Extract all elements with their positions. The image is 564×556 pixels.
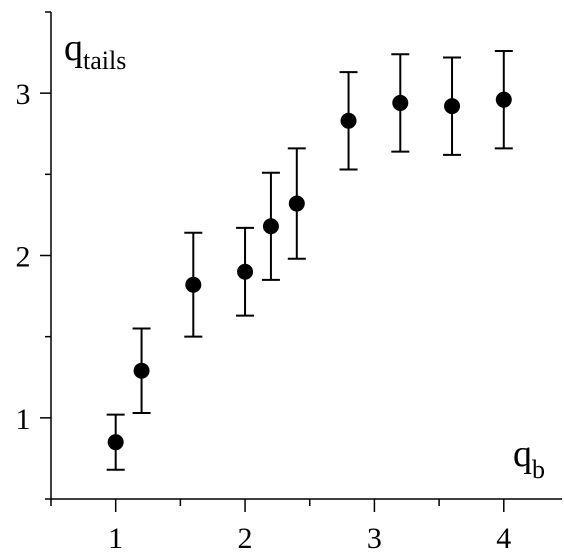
data-point <box>392 94 409 111</box>
x-tick-label: 3 <box>367 522 382 555</box>
data-point <box>444 98 461 115</box>
data-point <box>495 91 512 108</box>
data-point <box>262 218 279 235</box>
x-axis-label: qb <box>513 433 545 484</box>
data-point <box>133 362 150 379</box>
y-tick-label: 1 <box>16 403 31 436</box>
x-axis-label-sub: b <box>532 455 545 484</box>
y-axis-label-main: q <box>64 27 83 69</box>
y-tick-label: 2 <box>16 241 31 274</box>
x-axis-label-main: q <box>513 433 532 475</box>
data-point <box>288 195 305 212</box>
x-tick-label: 4 <box>496 522 511 555</box>
y-tick-label: 3 <box>16 78 31 111</box>
x-tick-label: 1 <box>108 522 123 555</box>
data-point <box>340 112 357 129</box>
ticks <box>40 11 505 512</box>
data-points <box>107 91 512 451</box>
tick-labels: 1 2 3 4 1 2 3 <box>16 78 512 555</box>
x-tick-label: 2 <box>238 522 253 555</box>
axes <box>50 12 562 500</box>
data-point <box>107 434 124 451</box>
data-point <box>237 263 254 280</box>
y-axis-label-sub: tails <box>83 46 126 75</box>
data-point <box>185 276 202 293</box>
y-axis-label: qtails <box>64 27 126 75</box>
